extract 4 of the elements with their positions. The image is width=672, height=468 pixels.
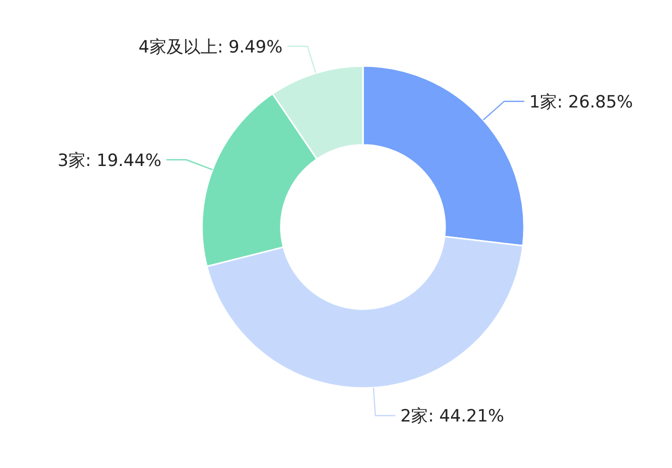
slice-label: 2家: 44.21% (400, 406, 504, 427)
slice-label: 3家: 19.44% (58, 150, 162, 171)
slice-label: 1家: 26.85% (529, 92, 633, 112)
slice-label: 4家及以上: 9.49% (138, 37, 282, 58)
